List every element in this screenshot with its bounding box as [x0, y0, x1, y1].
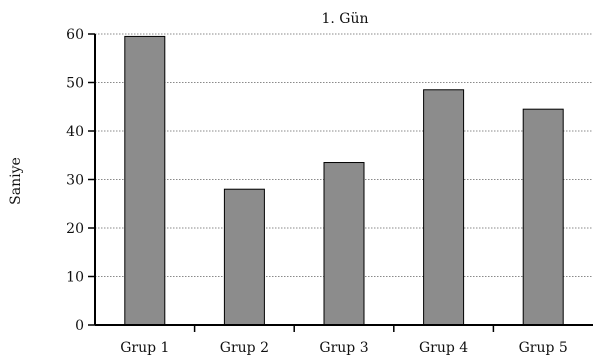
x-tick-labels: Grup 1 Grup 2 Grup 3 Grup 4 Grup 5: [120, 340, 568, 356]
bar-5: [522, 108, 564, 326]
y-tick-label-0: 0: [75, 318, 84, 334]
x-tick-label-2: Grup 2: [220, 340, 269, 356]
x-tick-label-4: Grup 4: [419, 340, 468, 356]
bar-4: [423, 89, 465, 326]
y-tick-label-60: 60: [66, 27, 84, 43]
bar-3: [323, 162, 365, 326]
chart-title: 1. Gün: [321, 11, 368, 27]
axes: [88, 33, 593, 332]
x-tick-label-5: Grup 5: [519, 340, 568, 356]
y-axis-label: Saniye: [8, 157, 24, 205]
y-tick-labels: 0 10 20 30 40 50 60: [66, 27, 84, 334]
y-tick-label-40: 40: [66, 124, 84, 140]
bar-1: [124, 35, 166, 326]
y-tick-label-50: 50: [66, 76, 84, 92]
bar-2: [223, 188, 265, 326]
x-tick-label-3: Grup 3: [319, 340, 368, 356]
bars: [124, 35, 564, 326]
y-tick-label-20: 20: [66, 221, 84, 237]
x-tick-label-1: Grup 1: [120, 340, 169, 356]
y-tick-label-10: 10: [66, 270, 84, 286]
y-tick-label-30: 30: [66, 173, 84, 189]
